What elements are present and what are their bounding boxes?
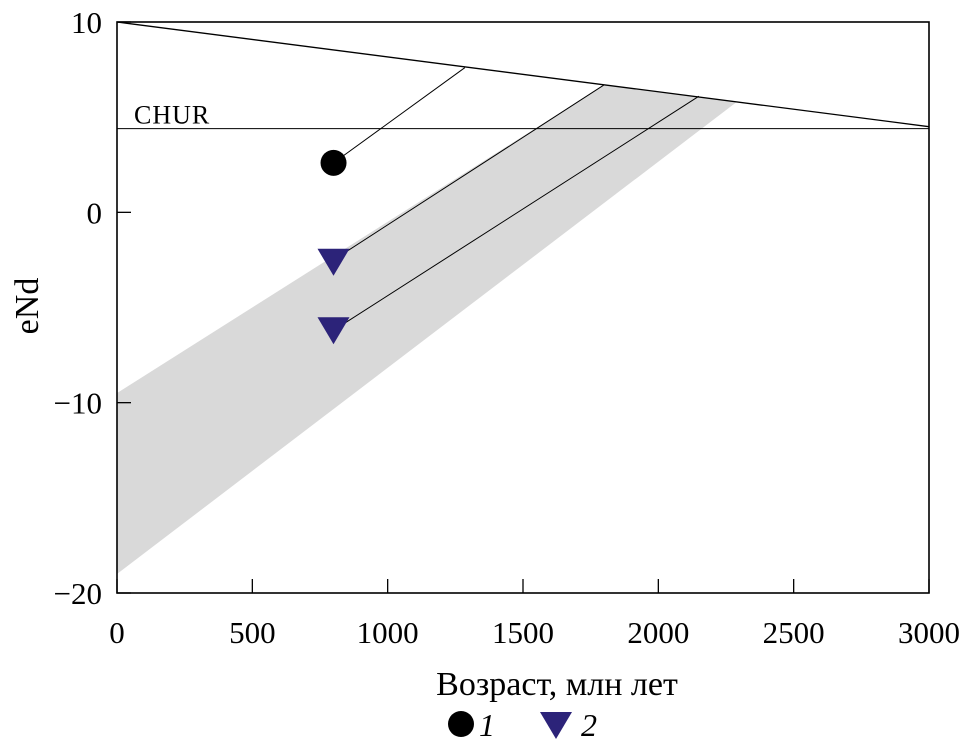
axes: 0 500 1000 1500 2000 2500 3000 10 0 −10 −20 <box>54 5 960 650</box>
x-tick-label-3000: 3000 <box>898 615 960 650</box>
plot-area: CHUR <box>117 22 929 575</box>
legend: 1 2 <box>448 707 597 743</box>
x-tick-label-1500: 1500 <box>492 615 554 650</box>
data-point-series2-2 <box>317 317 350 345</box>
legend-marker-1 <box>448 711 474 737</box>
legend-marker-2 <box>540 712 572 739</box>
x-tick-label-500: 500 <box>229 615 276 650</box>
depleted-mantle-line <box>117 22 929 128</box>
y-tick-label-0: 10 <box>71 5 102 40</box>
plot-content <box>117 22 929 575</box>
y-axis-title: eNd <box>9 278 46 335</box>
evolution-line-1 <box>333 67 466 164</box>
evolution-line-3 <box>333 95 700 331</box>
evolution-line-2 <box>333 84 605 261</box>
shaded-band <box>117 84 737 575</box>
x-tick-label-0: 0 <box>109 615 125 650</box>
data-point-series1-1 <box>320 149 347 176</box>
x-tick-label-2500: 2500 <box>763 615 825 650</box>
y-tick-label-1: 0 <box>87 195 103 230</box>
x-tick-label-1000: 1000 <box>357 615 419 650</box>
legend-label-1: 1 <box>479 707 495 743</box>
data-point-series2-1 <box>317 248 350 276</box>
plot-frame <box>116 21 930 594</box>
x-axis-title: Возраст, млн лет <box>436 666 678 703</box>
y-tick-label-3: −20 <box>54 576 102 611</box>
x-tick-label-2000: 2000 <box>627 615 689 650</box>
y-tick-label-2: −10 <box>54 386 102 421</box>
chur-label: CHUR <box>134 101 210 130</box>
legend-label-2: 2 <box>581 707 597 743</box>
